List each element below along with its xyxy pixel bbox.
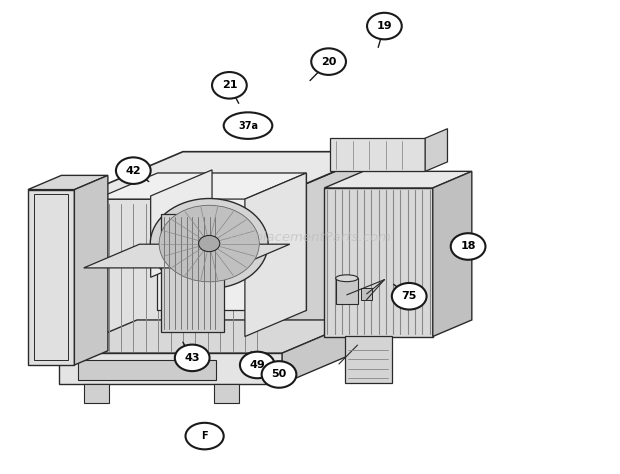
Polygon shape (245, 173, 306, 337)
Polygon shape (324, 172, 472, 188)
Circle shape (116, 157, 151, 184)
Polygon shape (59, 353, 282, 384)
Polygon shape (59, 320, 360, 353)
Polygon shape (345, 336, 392, 383)
Text: 49: 49 (249, 360, 265, 370)
Polygon shape (161, 215, 224, 332)
Circle shape (367, 13, 402, 39)
Polygon shape (78, 360, 216, 380)
Polygon shape (71, 199, 270, 356)
Polygon shape (282, 320, 360, 384)
Text: 42: 42 (125, 165, 141, 176)
Text: 75: 75 (402, 291, 417, 301)
Text: 19: 19 (376, 21, 392, 31)
Circle shape (451, 233, 485, 260)
Text: 18: 18 (460, 241, 476, 252)
Circle shape (392, 283, 427, 310)
Circle shape (150, 199, 268, 289)
Ellipse shape (335, 275, 358, 282)
Polygon shape (433, 172, 472, 337)
Polygon shape (74, 175, 108, 365)
Polygon shape (361, 288, 372, 300)
Circle shape (159, 205, 259, 282)
Text: 43: 43 (185, 353, 200, 363)
Polygon shape (214, 384, 239, 403)
Polygon shape (330, 138, 425, 172)
Polygon shape (151, 170, 212, 277)
Circle shape (311, 48, 346, 75)
Text: 37a: 37a (238, 120, 258, 131)
Polygon shape (84, 384, 108, 403)
Polygon shape (270, 152, 381, 356)
Text: 20: 20 (321, 56, 336, 67)
Ellipse shape (224, 112, 272, 139)
Ellipse shape (185, 423, 224, 449)
Polygon shape (28, 175, 108, 190)
Circle shape (212, 72, 247, 99)
Polygon shape (84, 244, 290, 268)
Polygon shape (71, 199, 85, 356)
Polygon shape (157, 173, 306, 310)
Polygon shape (96, 173, 306, 199)
Text: 21: 21 (222, 80, 237, 91)
Polygon shape (28, 190, 74, 365)
Text: F: F (202, 431, 208, 441)
Circle shape (198, 236, 220, 252)
Polygon shape (335, 278, 358, 304)
Circle shape (240, 352, 275, 378)
Circle shape (262, 361, 296, 388)
Text: eReplacementParts.com: eReplacementParts.com (229, 230, 391, 244)
Text: 50: 50 (272, 369, 286, 380)
Polygon shape (425, 129, 448, 172)
Polygon shape (324, 188, 433, 337)
Polygon shape (71, 152, 381, 199)
Circle shape (175, 345, 210, 371)
